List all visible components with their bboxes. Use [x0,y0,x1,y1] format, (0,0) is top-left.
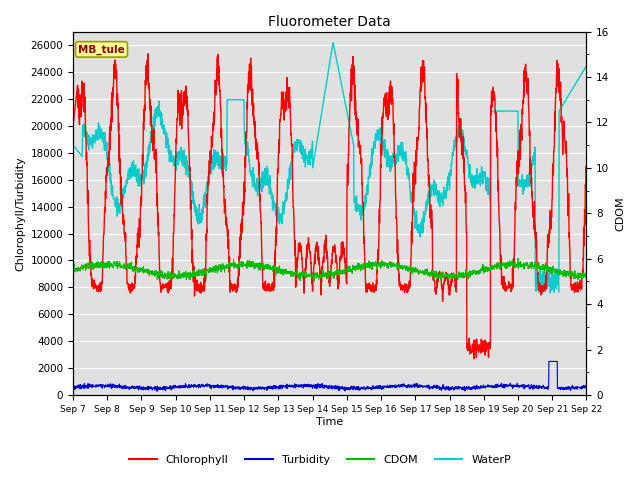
CDOM [212,267,220,273]
Chlorophyll [69,123,77,129]
Line: Chlorophyll: Chlorophyll [73,54,586,359]
Title: Fluorometer Data: Fluorometer Data [268,15,391,29]
Turbidity [552,359,559,364]
WaterP [69,142,77,148]
WaterP [329,40,337,46]
Line: CDOM: CDOM [73,258,586,281]
Legend: Chlorophyll, Turbidity, CDOM, WaterP: Chlorophyll, Turbidity, CDOM, WaterP [125,451,515,469]
Chlorophyll [552,89,559,95]
WaterP [344,116,352,122]
CDOM [69,268,77,274]
CDOM [479,262,486,267]
Y-axis label: CDOM: CDOM [615,196,625,231]
WaterP [356,203,364,209]
CDOM [310,278,318,284]
Chlorophyll [479,342,487,348]
CDOM [538,266,545,272]
Turbidity [356,387,364,393]
CDOM [356,264,364,269]
CDOM [552,268,559,274]
CDOM [582,271,590,276]
Turbidity [538,384,545,390]
Turbidity [545,359,553,364]
WaterP [582,63,590,69]
Turbidity [582,384,590,390]
Chlorophyll [344,151,352,157]
WaterP [479,181,486,187]
Line: WaterP: WaterP [73,43,586,293]
WaterP [552,284,559,289]
Turbidity [479,384,486,390]
Chlorophyll [470,356,478,362]
Turbidity [344,385,352,391]
Chlorophyll [356,142,364,148]
Text: MB_tule: MB_tule [78,44,125,55]
CDOM [515,255,522,261]
Chlorophyll [582,164,590,170]
Turbidity [69,384,77,390]
Chlorophyll [538,291,545,297]
Line: Turbidity: Turbidity [73,361,586,391]
Chlorophyll [212,88,220,94]
Turbidity [212,383,220,388]
CDOM [344,265,352,271]
WaterP [547,290,554,296]
WaterP [212,160,220,166]
X-axis label: Time: Time [316,417,344,427]
Chlorophyll [145,51,152,57]
Turbidity [153,388,161,394]
WaterP [538,272,545,277]
Y-axis label: Chlorophyll/Turbidity: Chlorophyll/Turbidity [15,156,25,271]
